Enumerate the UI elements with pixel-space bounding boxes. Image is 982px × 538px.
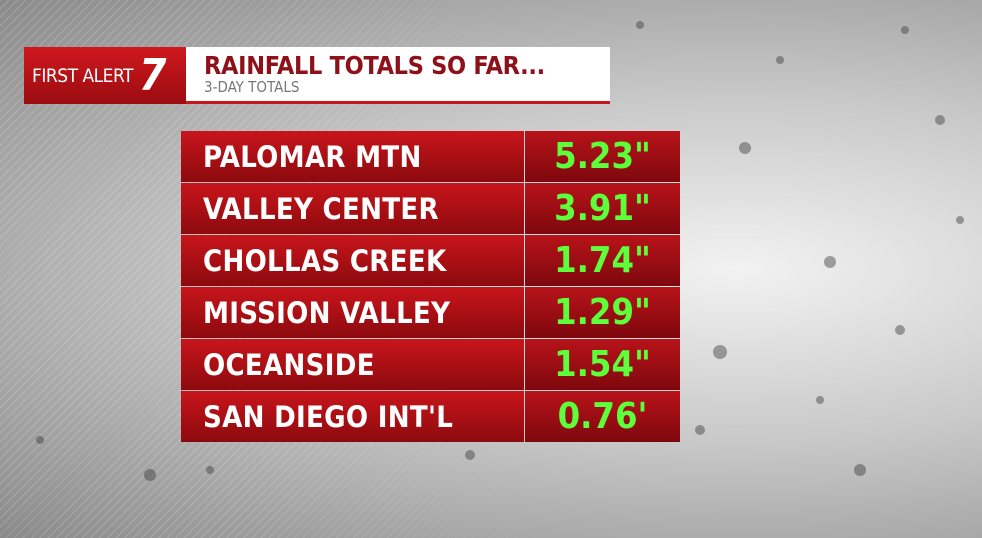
brand-badge: FIRST ALERT 7	[24, 47, 186, 104]
brand-text: FIRST ALERT	[32, 64, 133, 87]
location: OCEANSIDE	[181, 339, 524, 390]
table-row: CHOLLAS CREEK 1.74"	[181, 235, 680, 286]
location: PALOMAR MTN	[181, 131, 524, 182]
brand-logo: 7	[138, 49, 167, 101]
rainfall-total: 1.29"	[525, 287, 680, 338]
table-row: OCEANSIDE 1.54"	[181, 339, 680, 390]
title: RAINFALL TOTALS SO FAR...	[204, 51, 545, 80]
table-row: PALOMAR MTN 5.23"	[181, 131, 680, 182]
rainfall-total: 0.76'	[525, 391, 680, 442]
rainfall-total: 5.23"	[525, 131, 680, 182]
location: MISSION VALLEY	[181, 287, 524, 338]
rainfall-total: 1.54"	[525, 339, 680, 390]
table-row: VALLEY CENTER 3.91"	[181, 183, 680, 234]
table-row: SAN DIEGO INT'L 0.76'	[181, 391, 680, 442]
location: CHOLLAS CREEK	[181, 235, 524, 286]
table-row: MISSION VALLEY 1.29"	[181, 287, 680, 338]
header: RAINFALL TOTALS SO FAR... 3-DAY TOTALS	[186, 47, 610, 104]
location: VALLEY CENTER	[181, 183, 524, 234]
rainfall-total: 3.91"	[525, 183, 680, 234]
rainfall-total: 1.74"	[525, 235, 680, 286]
subtitle: 3-DAY TOTALS	[204, 78, 300, 96]
location: SAN DIEGO INT'L	[181, 391, 524, 442]
rainfall-table: PALOMAR MTN 5.23" VALLEY CENTER 3.91" CHOLLA…	[181, 131, 680, 443]
